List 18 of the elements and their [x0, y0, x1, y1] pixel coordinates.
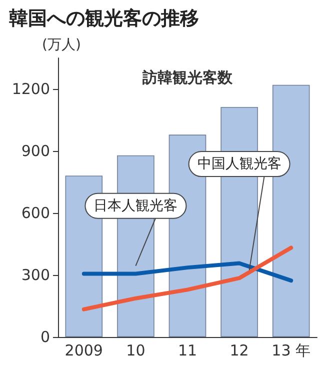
y-axis-title: (万人) [42, 37, 81, 53]
y-tick-label: 0 [40, 328, 50, 346]
text: 中国人観光客 [197, 156, 282, 172]
y-tick-label: 900 [21, 142, 50, 160]
chart-title: 韓国への観光客の推移 [9, 8, 199, 30]
y-tick-label: 600 [21, 204, 50, 222]
line-series [82, 246, 294, 312]
x-tick-label: 2009 [64, 342, 103, 360]
x-tick-label: 10 [126, 342, 146, 360]
text: 日本人観光客 [94, 198, 178, 214]
x-tick-label: 11 [178, 342, 198, 360]
line-series [82, 261, 294, 283]
x-tick-label: 12 [230, 342, 249, 360]
x-tick-label: 13 年 [272, 342, 311, 360]
y-tick-label: 1200 [12, 80, 50, 98]
series-label: 訪韓観光客数 [142, 68, 234, 87]
bar [65, 176, 103, 337]
y-tick-label: 300 [21, 266, 50, 284]
